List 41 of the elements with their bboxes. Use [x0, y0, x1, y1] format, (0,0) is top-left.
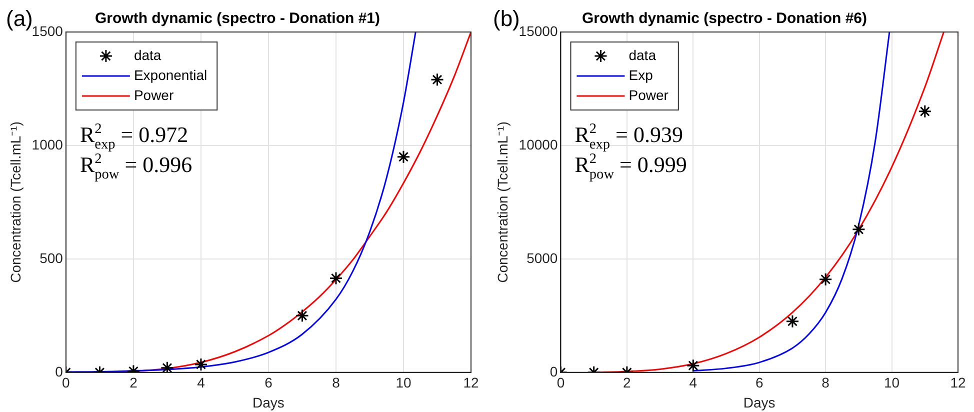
y-tick-label: 1000: [32, 136, 64, 152]
y-axis-title: Concentration (Tcell.mL⁻¹): [494, 122, 510, 283]
text: (a): [6, 6, 33, 31]
y-tick-label: 1500: [32, 22, 64, 39]
x-tick-label: 4: [689, 374, 698, 391]
legend-label: Power: [628, 86, 669, 103]
point: [329, 271, 343, 285]
x-tick-label: 12: [463, 374, 479, 391]
y-tick-label: 0: [55, 363, 64, 380]
y-tick-label: 0: [550, 363, 558, 380]
x-tick-label: 6: [264, 374, 273, 391]
y-tick-label: 500: [40, 250, 64, 266]
point: [396, 150, 410, 164]
text: (b): [493, 6, 520, 31]
x-tick-label: 8: [332, 374, 340, 391]
legend-label: Power: [134, 86, 174, 103]
x-axis-title: Days: [743, 394, 776, 410]
x-tick-label: 10: [396, 374, 412, 391]
point: [194, 358, 208, 372]
x-axis-title: Days: [252, 394, 284, 410]
point: [160, 361, 174, 372]
y-axis-title: Concentration (Tcell.mL⁻¹): [7, 122, 24, 283]
chart-title: Growth dynamic (spectro - Donation #1): [94, 10, 380, 28]
legend-label: Exp: [628, 66, 654, 83]
y-tick-label: 5000: [526, 250, 558, 266]
x-tick-label: 8: [822, 374, 830, 391]
point: [295, 308, 309, 322]
x-tick-label: 10: [884, 374, 900, 391]
legend-label: Exponential: [134, 66, 208, 83]
chart-title: Growth dynamic (spectro - Donation #6): [582, 10, 868, 28]
x-tick-label: 2: [130, 374, 138, 391]
point: [430, 72, 444, 86]
x-tick-label: 4: [197, 374, 206, 391]
x-tick-label: 2: [623, 374, 632, 391]
legend-label: data: [628, 46, 656, 63]
y-tick-label: 15000: [518, 22, 558, 39]
line-series: [692, 32, 890, 372]
x-tick-label: 6: [755, 374, 764, 391]
x-tick-label: 12: [950, 374, 966, 391]
y-tick-label: 10000: [518, 136, 558, 152]
legend-label: data: [134, 46, 162, 63]
